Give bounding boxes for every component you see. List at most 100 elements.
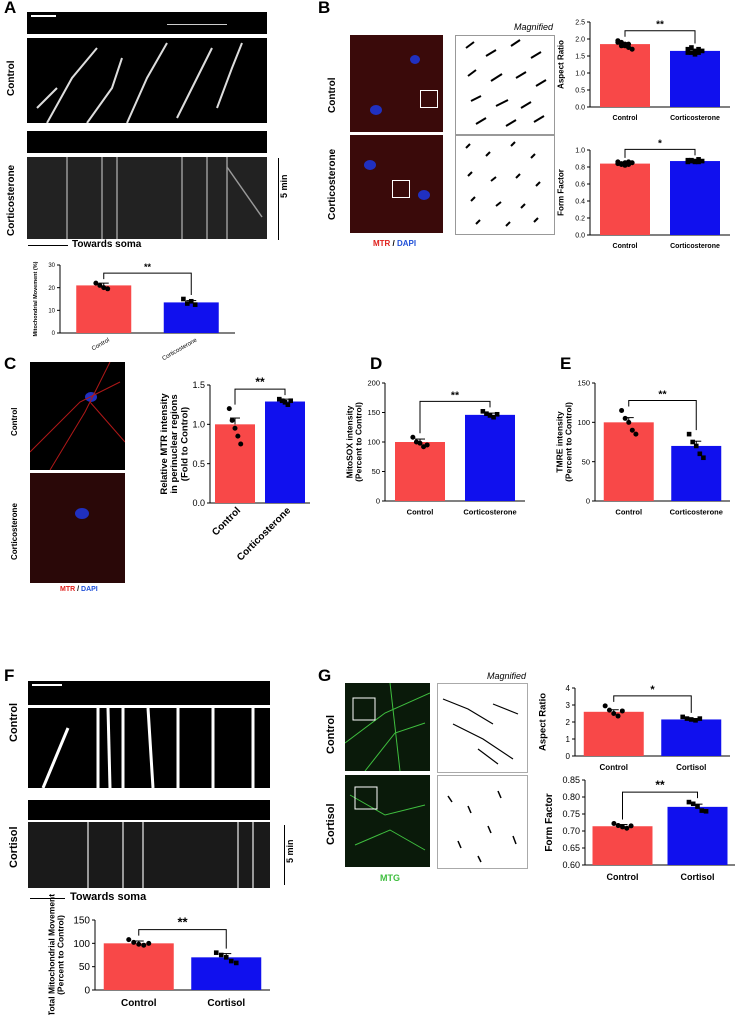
legend-b-slash: / [390,239,397,248]
y-tick-label-g2-0: 0.60 [562,860,580,870]
bar-a-1 [163,302,219,333]
y-axis-label-d: MitoSOX intensity(Percent to Control) [344,402,363,482]
point-c-1-1 [279,398,285,404]
point-d-1-3 [491,414,496,420]
point-e-1-3 [697,451,703,457]
bar-g2-1 [667,806,728,865]
time-axis-a [278,158,279,240]
sig-bracket-b1 [624,30,696,44]
y-tick-label-b2-3: 0.6 [575,181,585,188]
y-tick-label-b2-1: 0.2 [575,215,585,222]
point-e-1-0 [686,431,692,437]
bar-g1-1 [661,719,722,756]
sig-label-b2: * [658,138,662,149]
x-tick-label-f-1: Cortisol [207,998,245,1009]
bar-g2-0 [592,826,653,865]
point-c-0-2 [232,425,238,431]
point-f-0-0 [126,937,132,943]
panel-label-d: D [370,354,383,373]
y-tick-label-g2-4: 0.80 [562,792,580,802]
magnified-b-control [455,35,555,135]
y-tick-label-a-1: 10 [48,308,55,314]
point-g1-0-1 [606,707,612,713]
y-tick-label-g1-0: 0 [566,752,571,761]
legend-c-mtr: MTR [60,586,76,593]
magnified-g-control [437,683,528,773]
x-tick-label-e-0: Control [615,508,642,517]
point-e-1-1 [690,439,695,445]
y-tick-label-c-0: 0.0 [192,498,205,508]
y-tick-label-b1-1: 0.5 [575,87,585,94]
y-tick-label-e-2: 100 [577,418,590,427]
label-g-magnified: Magnified [487,671,527,681]
point-f-0-1 [131,939,137,945]
point-b2-1-7 [692,158,698,164]
legend-b: MTR / DAPI [373,239,416,248]
bar-d-0 [395,442,445,501]
point-c-1-0 [276,396,282,402]
point-d-0-4 [424,442,430,448]
y-axis-label-line-e-0: TMRE intensity [554,411,564,473]
point-f-0-3 [141,942,147,948]
point-g1-1-1 [684,716,690,721]
y-tick-label-g2-1: 0.65 [562,843,580,853]
point-b1-1-4 [699,48,705,54]
y-axis-label-b2: Form Factor [557,169,566,216]
sig-bracket-g2 [622,791,698,820]
point-b1-1-7 [692,48,698,54]
point-b1-1-5 [685,50,691,55]
bar-b1-1 [670,50,720,107]
y-tick-label-b2-2: 0.4 [575,198,585,205]
y-axis-label-g1: Aspect Ratio [537,693,548,751]
sig-label-d: ** [451,389,460,401]
y-tick-label-e-3: 150 [577,379,590,388]
point-g1-0-4 [619,708,625,714]
y-axis-label-a: Mitochondrial Movement (%) [33,261,39,336]
y-axis-label-line-c-0: Relative MTR intensity [159,393,170,495]
point-d-0-2 [417,440,423,446]
point-g2-1-3 [699,808,705,813]
point-g1-1-2 [688,717,694,722]
y-tick-label-a-3: 30 [48,263,55,269]
y-axis-label-g2: Form Factor [544,793,555,851]
y-tick-label-d-3: 150 [367,408,380,417]
arrow-a [28,245,68,246]
kymograph-f-control-frame [28,681,270,705]
time-axis-f [284,825,285,885]
x-tick-label-g1-0: Control [600,763,628,772]
y-tick-label-b1-4: 2.0 [575,36,585,43]
sig-bracket-e [628,400,697,431]
legend-b-mtr: MTR [373,239,391,248]
sig-label-g1: * [650,684,655,696]
y-tick-label-g2-5: 0.85 [562,775,580,785]
image-b-control [350,35,443,132]
y-axis-label-line-d-0: MitoSOX intensity [344,405,354,478]
y-tick-label-g1-3: 3 [566,701,571,710]
y-tick-label-f-0: 0 [84,986,90,997]
point-g2-0-4 [628,823,634,829]
sig-label-a: ** [144,262,152,272]
point-g1-1-0 [680,714,685,720]
kymograph-a-control-frame [27,12,267,34]
bar-b1-0 [600,44,650,107]
kymograph-a-corticosterone [27,157,267,239]
point-g2-1-4 [703,808,709,814]
y-axis-label-c: Relative MTR intensityin perinuclear reg… [159,393,191,495]
sig-bracket-b2 [624,148,696,158]
y-tick-label-d-2: 100 [367,438,380,447]
point-g2-0-2 [620,824,625,830]
bar-c-1 [265,401,305,503]
sig-label-c: ** [255,375,265,389]
point-d-1-2 [487,413,493,418]
y-tick-label-f-1: 50 [79,962,91,973]
kymograph-a-control [27,38,267,123]
point-f-1-2 [223,955,229,960]
y-tick-label-a-2: 20 [48,286,55,292]
point-b2-1-6 [689,157,694,163]
label-b-magnified: Magnified [514,22,554,32]
